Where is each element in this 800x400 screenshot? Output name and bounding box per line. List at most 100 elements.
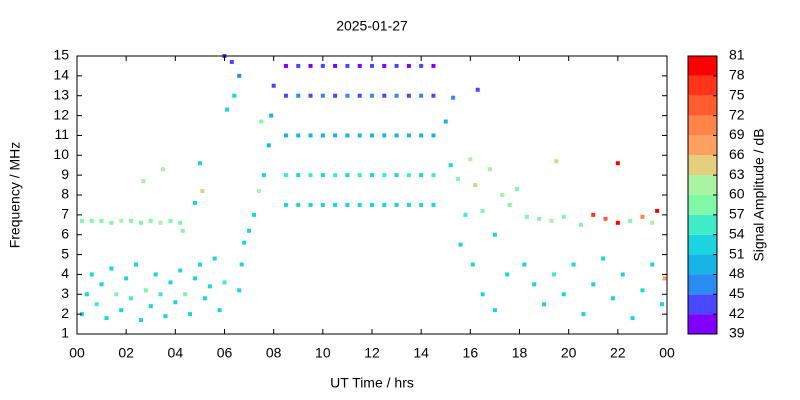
data-point	[320, 63, 325, 68]
data-point	[370, 133, 374, 138]
data-point	[229, 59, 234, 64]
x-tick-label: 06	[217, 345, 233, 361]
data-point	[382, 133, 387, 138]
y-tick-label: 14	[53, 67, 69, 83]
y-tick-label: 7	[61, 206, 69, 222]
x-tick-label: 08	[266, 345, 282, 361]
data-point	[431, 133, 436, 138]
colorbar-tick-label: 60	[729, 186, 745, 202]
colorbar-tick-label: 39	[729, 325, 745, 341]
x-axis-label: UT Time / hrs	[330, 375, 414, 391]
data-point	[333, 93, 338, 98]
data-point	[89, 218, 94, 223]
data-point	[537, 216, 542, 221]
colorbar-tick-label: 66	[729, 146, 745, 162]
colorbar-band	[688, 115, 717, 136]
data-point	[283, 173, 288, 178]
data-point	[129, 296, 134, 301]
y-tick-label: 2	[61, 305, 69, 321]
y-axis-label: Frequency / MHz	[7, 142, 23, 249]
colorbar-tick-label: 45	[729, 285, 745, 301]
data-point	[178, 268, 183, 273]
data-point	[99, 218, 104, 223]
data-point	[134, 262, 138, 267]
x-tick-label: 00	[659, 345, 675, 361]
data-point	[591, 212, 596, 217]
data-point	[532, 282, 537, 287]
colorbar-band	[688, 314, 717, 334]
colorbar-band	[688, 75, 717, 96]
data-point	[79, 218, 84, 223]
data-point	[628, 218, 633, 223]
colorbar-tick-label: 48	[729, 265, 745, 281]
data-point	[200, 189, 205, 194]
data-point	[124, 276, 129, 281]
data-point	[610, 296, 615, 301]
data-point	[333, 63, 338, 68]
data-point	[370, 63, 374, 68]
colorbar-band	[688, 195, 717, 215]
data-point	[114, 292, 119, 297]
data-point	[542, 302, 547, 307]
data-point	[283, 93, 288, 98]
x-tick-label: 12	[364, 345, 380, 361]
data-point	[109, 220, 114, 225]
data-point	[345, 63, 350, 68]
data-point	[394, 133, 399, 138]
data-point	[419, 93, 424, 98]
data-point	[345, 173, 350, 178]
data-point	[601, 256, 606, 261]
data-point	[143, 288, 148, 293]
data-point	[232, 93, 237, 98]
data-point	[357, 63, 362, 68]
data-point	[515, 187, 520, 192]
x-tick-label: 14	[413, 345, 429, 361]
data-point	[620, 272, 625, 277]
data-point	[382, 93, 387, 98]
x-tick-label: 20	[561, 345, 577, 361]
data-point	[419, 173, 424, 178]
data-point	[283, 202, 288, 207]
colorbar-band	[688, 155, 717, 176]
x-tick-label: 16	[463, 345, 479, 361]
data-point	[129, 218, 134, 223]
colorbar-tick-label: 63	[729, 166, 745, 182]
data-point	[333, 202, 338, 207]
data-point	[84, 292, 89, 297]
data-point	[296, 133, 301, 138]
y-tick-label: 1	[61, 325, 69, 341]
data-point	[480, 208, 485, 213]
colorbar-tick-label: 72	[729, 106, 745, 122]
data-point	[463, 212, 468, 217]
data-point	[252, 212, 256, 217]
colorbar-tick-label: 81	[729, 47, 745, 63]
data-point	[296, 202, 301, 207]
x-tick-label: 00	[69, 345, 85, 361]
data-point	[308, 93, 313, 98]
y-tick-label: 11	[54, 126, 69, 142]
data-point	[283, 133, 288, 138]
data-point	[475, 87, 480, 92]
chart-title: 2025-01-27	[336, 18, 408, 34]
x-tick-label: 10	[315, 345, 331, 361]
data-point	[660, 302, 665, 307]
data-point	[296, 63, 301, 68]
data-point	[183, 292, 188, 297]
data-point	[431, 202, 436, 207]
data-point	[158, 220, 163, 225]
data-point	[571, 262, 576, 267]
y-tick-label: 8	[61, 186, 69, 202]
data-point	[431, 173, 436, 178]
data-point	[308, 63, 313, 68]
data-point	[640, 214, 645, 219]
data-point	[456, 177, 461, 182]
colorbar-band	[688, 234, 717, 255]
y-tick-label: 12	[53, 106, 69, 122]
data-point	[239, 262, 244, 267]
colorbar-label: Signal Amplitude / dB	[751, 128, 767, 261]
colorbar-tick-label: 42	[729, 305, 745, 321]
data-point	[173, 300, 178, 305]
data-point	[188, 312, 193, 317]
data-point	[443, 119, 448, 124]
